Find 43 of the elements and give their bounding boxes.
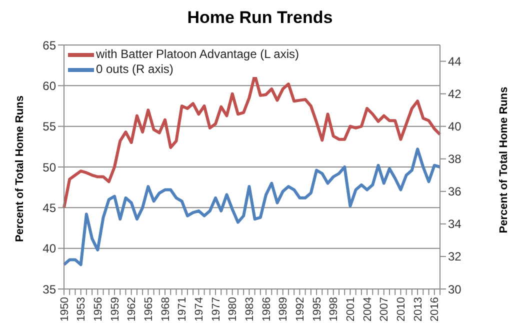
chart-title: Home Run Trends xyxy=(186,8,334,28)
x-tick-label: 2004 xyxy=(362,297,374,322)
x-tick-label: 1974 xyxy=(193,297,206,322)
x-tick-label: 1989 xyxy=(278,297,290,322)
x-tick-label: 2007 xyxy=(378,297,391,322)
x-tick-label: 2010 xyxy=(396,297,408,322)
x-tick-label: 1962 xyxy=(126,297,138,322)
x-tick-label: 1977 xyxy=(210,297,222,322)
x-tick-label: 1998 xyxy=(328,297,340,322)
x-tick-label: 1983 xyxy=(244,297,256,322)
y2-axis-title: Percent of Total Home Runs xyxy=(498,86,510,234)
y-tick-label: 60 xyxy=(42,78,56,93)
y-tick-label: 50 xyxy=(42,160,56,174)
legend-label: with Batter Platoon Advantage (L axis) xyxy=(96,47,300,62)
y-tick-label: 65 xyxy=(42,38,56,52)
x-tick-label: 1968 xyxy=(160,297,172,322)
x-tick-label: 1980 xyxy=(227,297,240,322)
x-tick-label: 1995 xyxy=(311,297,324,322)
y-tick-label: 55 xyxy=(42,120,56,134)
y2-tick-label: 32 xyxy=(448,250,462,264)
x-tick-label: 1971 xyxy=(176,297,189,322)
y2-tick-label: 34 xyxy=(448,217,462,232)
y2-tick-label: 44 xyxy=(448,54,462,69)
x-tick-label: 1965 xyxy=(142,297,155,322)
legend-label: 0 outs (R axis) xyxy=(96,62,174,77)
y-tick-label: 40 xyxy=(42,242,56,256)
x-tick-label: 1992 xyxy=(294,297,307,322)
y-tick-label: 35 xyxy=(42,282,56,296)
x-tick-label: 2016 xyxy=(429,297,442,322)
x-tick-label: 1959 xyxy=(109,297,122,322)
x-tick-label: 1986 xyxy=(260,297,273,322)
y2-tick-label: 38 xyxy=(448,152,462,166)
y2-tick-label: 36 xyxy=(448,184,462,199)
y-tick-label: 45 xyxy=(42,200,56,215)
y-axis-title: Percent of Total Home Runs xyxy=(14,96,26,242)
y2-tick-label: 30 xyxy=(448,282,462,296)
x-tick-label: 1953 xyxy=(76,297,88,322)
x-tick-label: 1950 xyxy=(58,297,71,322)
y2-tick-label: 42 xyxy=(448,87,462,102)
y2-tick-label: 40 xyxy=(448,120,462,134)
x-tick-label: 1956 xyxy=(92,297,104,322)
x-tick-label: 2001 xyxy=(345,297,358,322)
x-tick-label: 2013 xyxy=(412,297,424,322)
